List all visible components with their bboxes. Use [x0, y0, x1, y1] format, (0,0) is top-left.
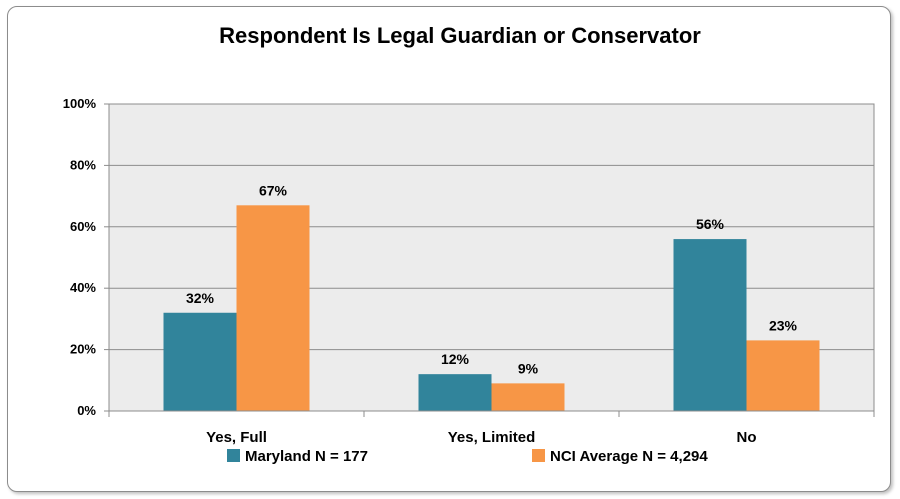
- x-tick-label: No: [737, 429, 757, 446]
- bar: [236, 205, 310, 411]
- bar: [746, 340, 820, 411]
- x-tick-label: Yes, Limited: [448, 429, 536, 446]
- data-label: 12%: [441, 351, 470, 367]
- y-tick-label: 0%: [77, 403, 96, 418]
- x-tick-label: Yes, Full: [206, 429, 267, 446]
- legend-swatch: [532, 449, 545, 462]
- y-tick-label: 40%: [70, 280, 96, 295]
- data-label: 9%: [518, 360, 539, 376]
- data-label: 67%: [259, 182, 288, 198]
- bar: [163, 312, 237, 411]
- y-tick-label: 100%: [63, 96, 97, 111]
- data-label: 56%: [696, 216, 725, 232]
- data-label: 32%: [186, 290, 215, 306]
- bars: 32% 67% 12% 9% 56% 23%: [163, 182, 820, 411]
- y-axis: 0% 20% 40% 60% 80% 100%: [63, 96, 109, 418]
- legend-swatch: [227, 449, 240, 462]
- legend-label: Maryland N = 177: [245, 448, 368, 465]
- legend-label: NCI Average N = 4,294: [550, 448, 708, 465]
- bar: [418, 374, 492, 411]
- x-axis: Yes, Full Yes, Limited No: [108, 410, 875, 446]
- legend: Maryland N = 177 NCI Average N = 4,294: [227, 448, 708, 465]
- y-tick-label: 60%: [70, 219, 96, 234]
- chart-title: Respondent Is Legal Guardian or Conserva…: [219, 23, 701, 48]
- y-tick-label: 80%: [70, 157, 96, 172]
- bar: [673, 239, 747, 411]
- y-tick-label: 20%: [70, 342, 96, 357]
- bar: [491, 383, 565, 411]
- data-label: 23%: [769, 317, 798, 333]
